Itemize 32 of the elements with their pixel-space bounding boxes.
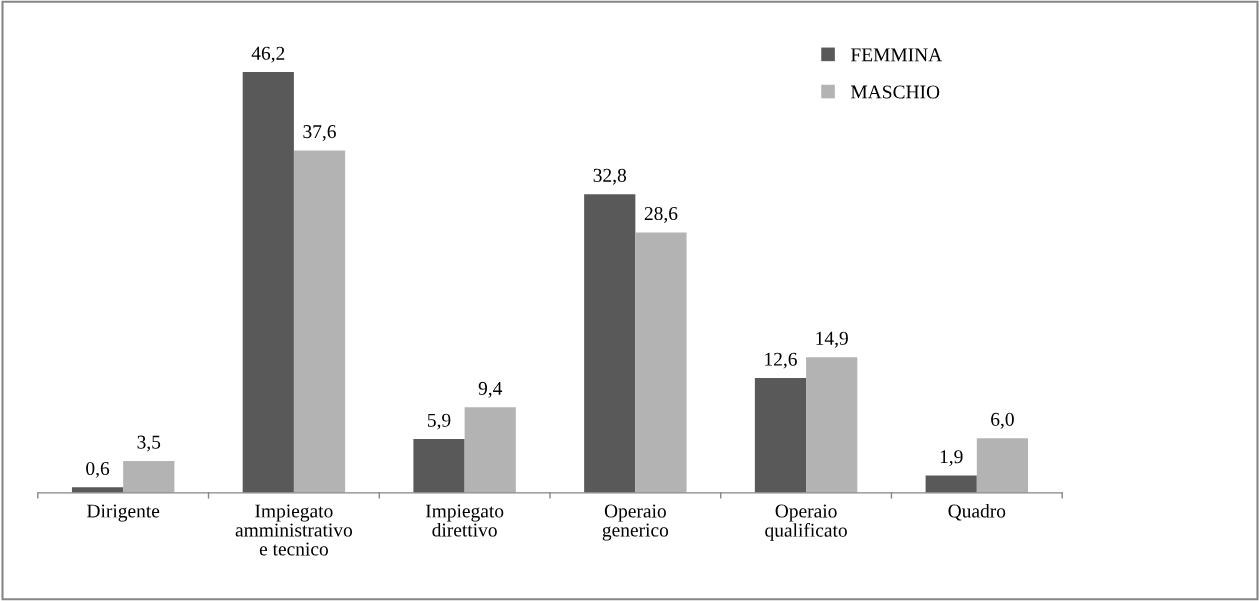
bar <box>413 439 465 493</box>
x-tick-label: Dirigente <box>87 504 160 522</box>
data-label: 46,2 <box>251 46 285 63</box>
x-tick-label: Quadro <box>948 503 1006 521</box>
data-label: 5,9 <box>427 413 451 430</box>
legend-label: MASCHIO <box>850 85 940 99</box>
x-tick-label: Impiegato direttivo <box>425 504 504 537</box>
data-label: 1,9 <box>940 450 963 467</box>
legend-label: FEMMINA <box>850 48 943 62</box>
x-tick-label: Operaio qualificato <box>765 504 847 541</box>
data-label: 6,0 <box>991 412 1014 429</box>
data-label: 32,8 <box>593 168 627 185</box>
bar <box>293 150 346 493</box>
x-tick-label: Operaio generico <box>602 504 669 541</box>
data-label: 37,6 <box>303 125 336 141</box>
data-label: 9,4 <box>478 381 503 398</box>
x-tick-label: Impiegato amministrativo e tecnico <box>235 504 353 556</box>
bar <box>635 232 687 493</box>
data-label: 14,9 <box>816 331 848 348</box>
data-label: 0,6 <box>86 461 110 478</box>
bar <box>71 487 124 493</box>
data-label: 28,6 <box>644 206 678 223</box>
bar <box>123 460 175 493</box>
bar <box>806 357 858 493</box>
data-label: 3,5 <box>137 435 161 452</box>
bar <box>925 475 977 493</box>
data-label: 12,6 <box>765 352 797 369</box>
bar <box>464 407 516 493</box>
bar <box>754 378 807 493</box>
bar <box>976 438 1029 493</box>
bar <box>242 72 294 493</box>
bar <box>584 194 636 493</box>
